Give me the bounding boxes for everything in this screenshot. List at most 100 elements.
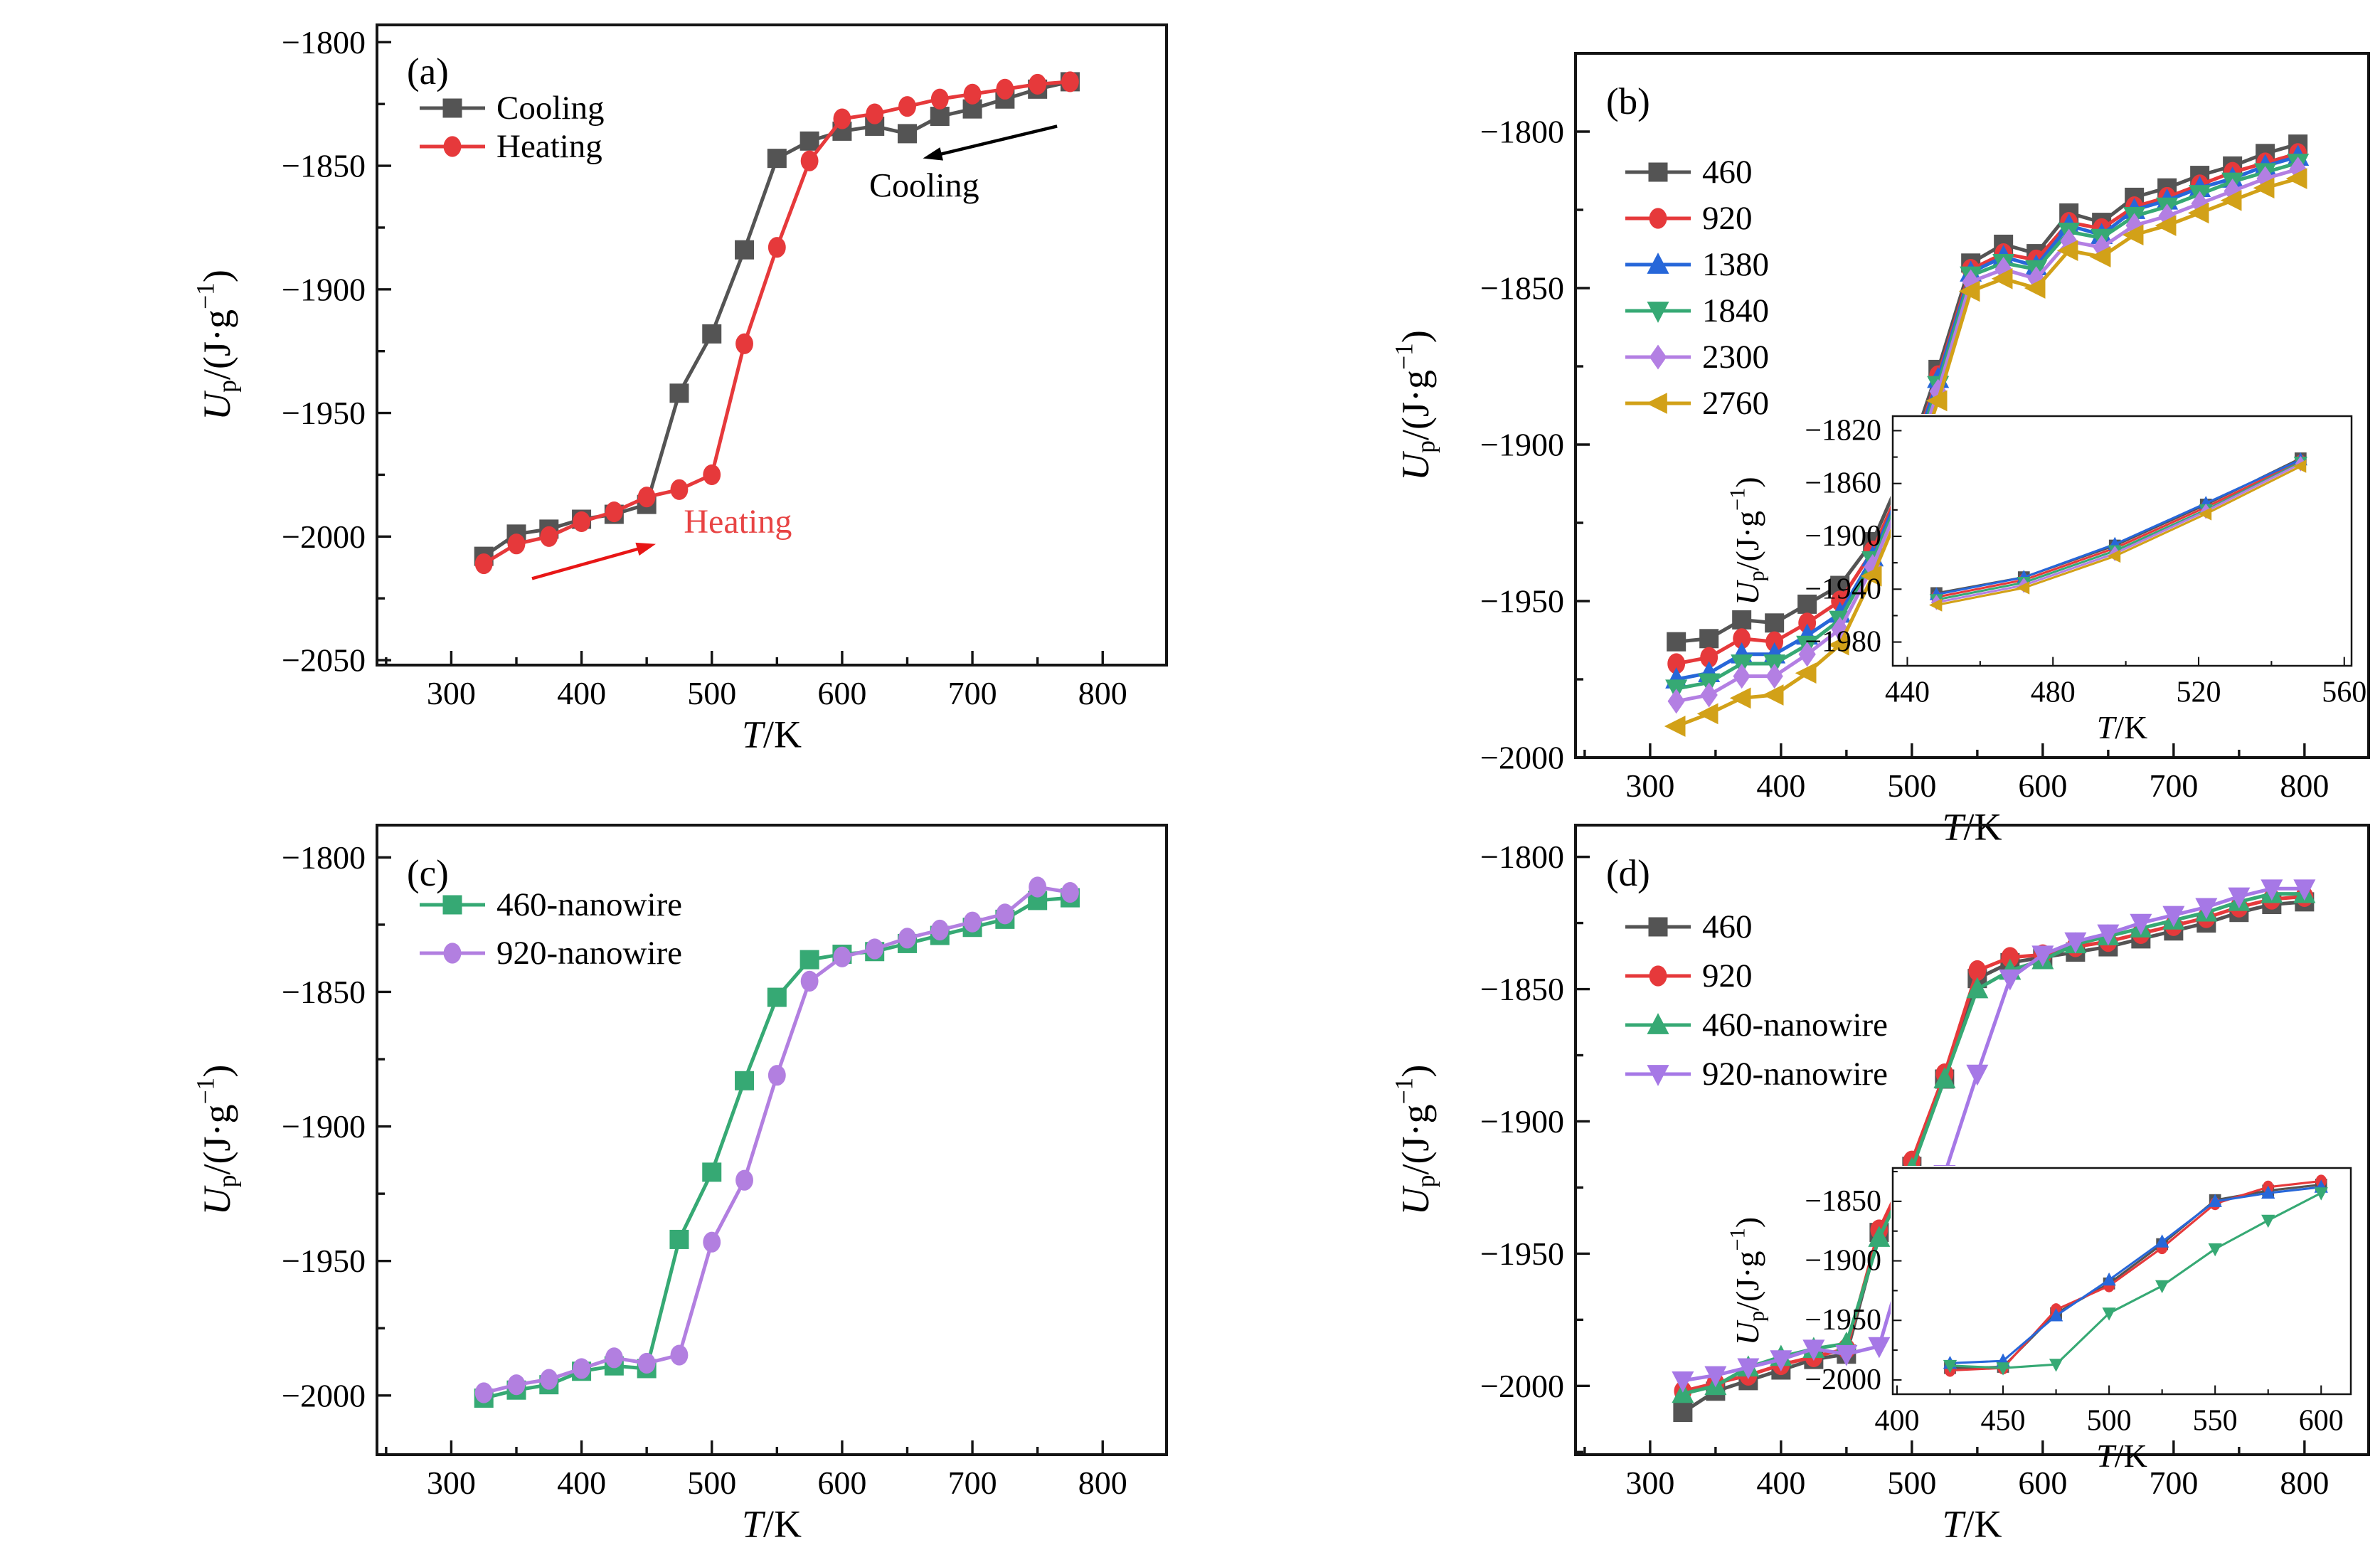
legend-label: 460-nanowire	[1702, 1007, 1888, 1044]
x-tick-label: 800	[2280, 768, 2329, 804]
marker-square	[1732, 610, 1752, 630]
x-tick-label: 300	[427, 1465, 476, 1501]
legend-label: 920-nanowire	[1702, 1056, 1888, 1093]
x-tick-label: 500	[687, 1465, 736, 1501]
marker-circle	[703, 464, 721, 486]
marker-circle	[703, 1231, 721, 1253]
marker-triangle-down	[1943, 1359, 1957, 1374]
marker-circle	[1700, 647, 1718, 668]
x-tick-label: 520	[2177, 676, 2221, 708]
marker-square	[442, 98, 462, 118]
marker-triangle-down	[1672, 1371, 1694, 1393]
marker-diamond	[2158, 203, 2176, 229]
marker-circle	[866, 938, 884, 960]
marker-circle	[996, 903, 1014, 925]
marker-circle	[2001, 947, 2019, 968]
x-tick-label: 600	[2018, 768, 2067, 804]
y-axis-label: Up/(J·g−1)	[191, 270, 241, 420]
annotation-arrow-head	[635, 542, 656, 556]
marker-circle	[800, 970, 819, 992]
legend-item-1380: 1380	[1625, 246, 1769, 283]
y-tick-label: −1820	[1805, 414, 1881, 447]
marker-diamond	[1667, 689, 1685, 714]
marker-triangle-down	[1802, 1339, 1825, 1361]
y-axis-label-group: Up/(J·g−1)	[1389, 330, 1440, 481]
marker-square	[767, 149, 787, 169]
marker-circle	[1029, 73, 1047, 95]
marker-triangle-left	[2107, 549, 2121, 563]
legend-label: 2760	[1702, 385, 1769, 422]
y-tick-label: −1950	[282, 395, 366, 431]
marker-square	[799, 950, 819, 970]
panel-b: 300 400 500 600 700 800 −1800 −1850 −1900 −1950 −2…	[1389, 52, 2370, 849]
marker-triangle-down	[1737, 1358, 1760, 1380]
y-tick-label: −1950	[1805, 1304, 1881, 1337]
legend: 460-nanowire 920-nanowire	[420, 886, 682, 972]
y-tick-label: −2000	[282, 1377, 366, 1413]
series-line	[1950, 1179, 2322, 1372]
legend-item-2760: 2760	[1625, 385, 1769, 422]
marker-circle	[930, 88, 949, 110]
y-tick-label: −1950	[1480, 583, 1564, 620]
marker-triangle-up	[2261, 1185, 2275, 1199]
marker-square	[767, 987, 787, 1007]
marker-diamond	[2027, 266, 2045, 292]
legend-label: 460	[1702, 908, 1753, 945]
marker-triangle-left	[2016, 581, 2030, 595]
marker-circle	[930, 919, 949, 941]
series-1840	[1665, 154, 2310, 701]
marker-triangle-left	[1860, 565, 1882, 587]
marker-circle	[963, 911, 982, 933]
marker-circle	[573, 511, 590, 533]
series-2760	[1928, 460, 2307, 612]
marker-triangle-left	[2187, 202, 2209, 224]
marker-triangle-down	[1647, 302, 1669, 323]
x-tick-label: 600	[2018, 1465, 2067, 1501]
marker-triangle-left	[2220, 189, 2242, 211]
series-line	[483, 896, 1071, 1401]
x-tick-label: 700	[2149, 768, 2198, 804]
marker-triangle-down	[1647, 1065, 1669, 1086]
x-tick-label: 700	[948, 1465, 997, 1501]
plot-frame	[1891, 1167, 2352, 1396]
y-tick-label: −2050	[282, 642, 366, 679]
y-tick-label: −1980	[1805, 626, 1881, 659]
marker-square	[1648, 917, 1668, 937]
y-tick-label: −1800	[282, 839, 366, 876]
marker-circle	[637, 487, 656, 508]
marker-triangle-left	[1664, 716, 1686, 737]
marker-triangle-down	[1704, 1366, 1727, 1388]
x-tick-label: 700	[948, 675, 997, 711]
marker-square	[897, 124, 917, 144]
y-tick-label: −1800	[1480, 114, 1564, 150]
marker-triangle-up	[2049, 1308, 2063, 1322]
marker-circle	[1029, 876, 1047, 898]
y-axis-label-group: Up/(J·g−1)	[1726, 1217, 1769, 1345]
marker-triangle-down	[1835, 1344, 1858, 1366]
y-tick-label: −1850	[282, 148, 366, 184]
panel-letter: (b)	[1606, 81, 1650, 122]
marker-circle	[507, 1374, 526, 1396]
y-tick-label: −1860	[1805, 467, 1881, 500]
y-tick-label: −2000	[1480, 740, 1564, 776]
panel-c: 300 400 500 600 700 800 −1800 −1850 −1900 −1950 −2…	[191, 824, 1168, 1545]
legend-item-460-nanowire: 460-nanowire	[420, 886, 682, 923]
x-tick-label: 400	[1756, 768, 1805, 804]
x-tick-label: 600	[817, 675, 866, 711]
y-axis-label: Up/(J·g−1)	[1389, 1065, 1440, 1216]
marker-triangle-up	[1647, 253, 1669, 274]
marker-triangle-down	[1966, 1064, 1989, 1086]
marker-diamond	[1798, 642, 1816, 667]
y-tick-label: −1800	[282, 24, 366, 60]
inset-backing	[1891, 1166, 2353, 1396]
y-tick-label: −1900	[1805, 1245, 1881, 1278]
plot-frame	[376, 23, 1168, 667]
marker-triangle-down	[2162, 906, 2185, 928]
marker-circle	[898, 96, 916, 117]
y-tick-label: −1900	[282, 1108, 366, 1145]
marker-square	[1667, 632, 1686, 652]
x-axis-label: T/K	[2096, 1438, 2147, 1474]
panel-d: 300 400 500 600 700 800 −1800 −1850 −1900 −1950 −2…	[1389, 824, 2370, 1545]
legend: 460 920 1380 1840 2300 2760	[1625, 154, 1769, 422]
